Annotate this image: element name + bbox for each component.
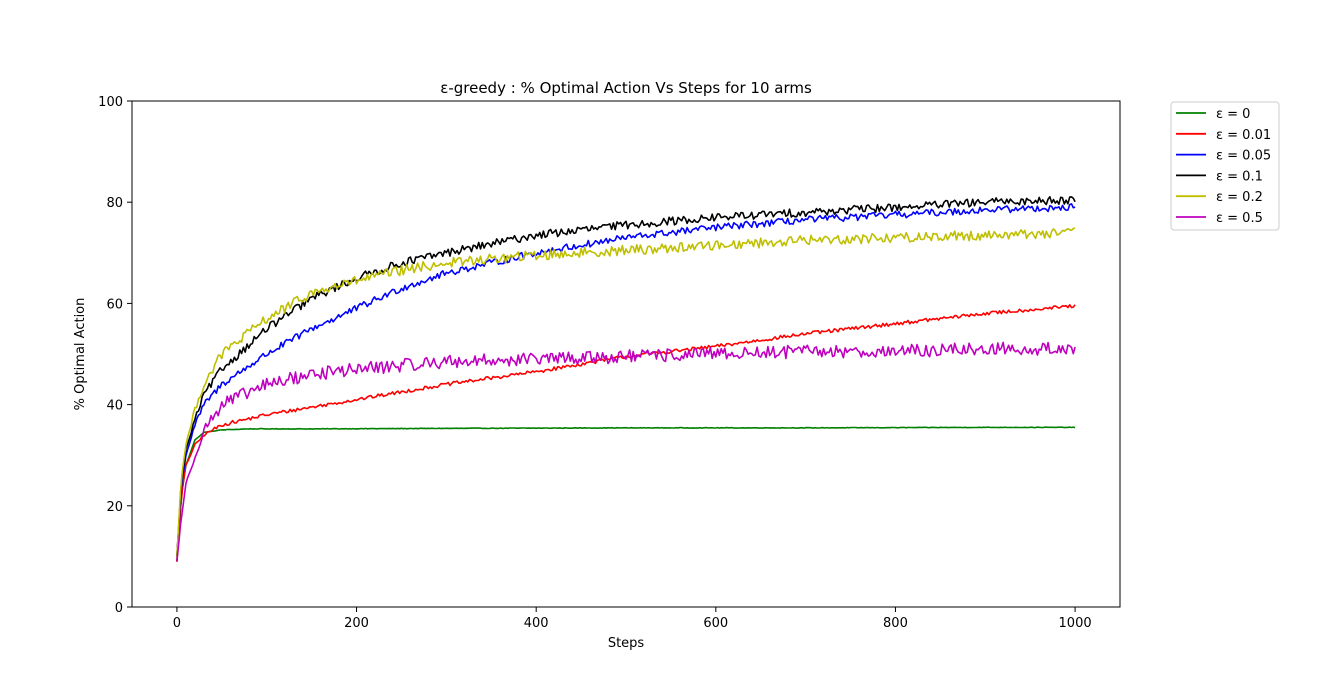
x-axis: 0 200 400 600 800 1000 — [173, 607, 1092, 631]
x-tick-label: 600 — [703, 616, 728, 631]
plot-lines — [176, 196, 1076, 562]
x-axis-label: Steps — [608, 636, 645, 651]
legend-label: ε = 0.01 — [1216, 128, 1271, 143]
y-tick-label: 60 — [106, 297, 123, 312]
y-tick-label: 40 — [106, 399, 123, 414]
series-line — [176, 227, 1076, 558]
x-tick-label: 0 — [173, 616, 181, 631]
y-tick-label: 80 — [106, 196, 123, 211]
x-tick-label: 200 — [344, 616, 369, 631]
y-axis-label: % Optimal Action — [73, 298, 88, 411]
series-line — [176, 304, 1076, 562]
y-tick-label: 100 — [98, 95, 123, 110]
y-tick-label: 0 — [115, 601, 123, 616]
series-line — [176, 426, 1076, 562]
y-tick-label: 20 — [106, 500, 123, 515]
legend-label: ε = 0.1 — [1216, 169, 1263, 184]
legend-label: ε = 0.2 — [1216, 190, 1263, 205]
x-tick-label: 800 — [883, 616, 908, 631]
series-line — [176, 196, 1076, 556]
x-tick-label: 400 — [524, 616, 549, 631]
legend-label: ε = 0.05 — [1216, 149, 1271, 164]
legend-label: ε = 0 — [1216, 107, 1250, 122]
x-tick-label: 1000 — [1059, 616, 1092, 631]
series-line — [176, 203, 1076, 557]
chart-title: ε-greedy : % Optimal Action Vs Steps for… — [440, 79, 812, 97]
plot-frame — [131, 100, 1121, 608]
legend-label: ε = 0.5 — [1216, 211, 1263, 226]
y-axis: 0 20 40 60 80 100 — [98, 95, 132, 616]
legend: ε = 0 ε = 0.01 ε = 0.05 ε = 0.1 ε = 0.2 ε = 0… — [1170, 101, 1280, 231]
series-line — [176, 341, 1076, 562]
